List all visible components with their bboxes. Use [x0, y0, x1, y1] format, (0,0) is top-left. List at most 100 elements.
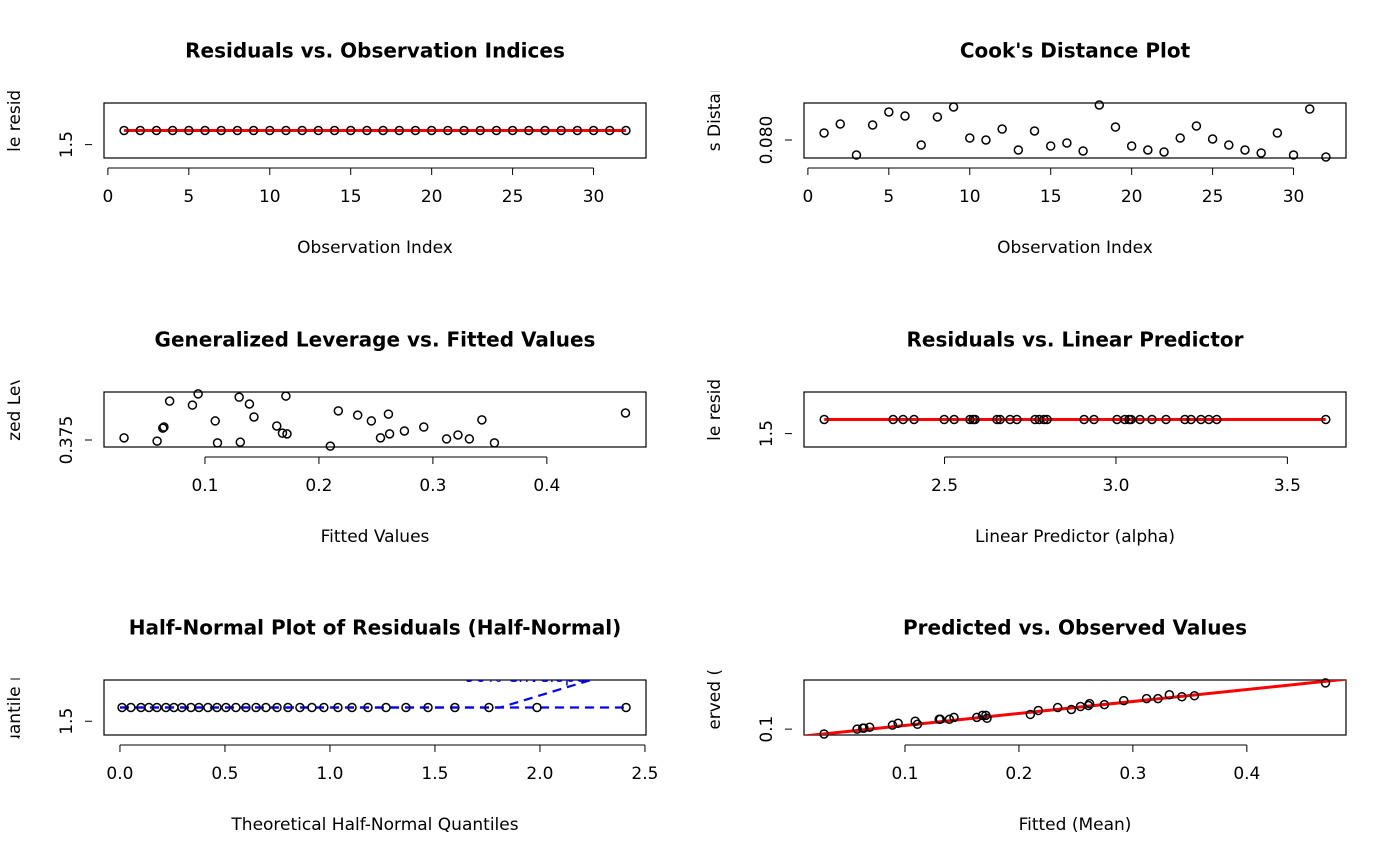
point	[588, 125, 599, 136]
point	[1320, 678, 1331, 688]
x-tick-label: 0.0	[106, 764, 133, 784]
point	[375, 433, 386, 443]
point	[210, 416, 220, 426]
panel-title: Predicted vs. Observed Values	[903, 616, 1247, 640]
point	[1256, 148, 1266, 158]
point	[888, 414, 898, 425]
point	[1012, 414, 1022, 425]
point	[216, 125, 226, 136]
x-tick-label: 30	[583, 187, 605, 207]
point	[932, 112, 943, 122]
point	[1033, 705, 1044, 716]
point	[819, 414, 829, 425]
x-axis-label: Fitted Values	[321, 527, 430, 547]
point	[965, 133, 975, 143]
panel: Predicted vs. Observed Values Fitted (Mea…	[705, 616, 1347, 835]
point	[152, 702, 162, 713]
point	[620, 408, 631, 418]
point	[426, 125, 437, 136]
x-tick-label: 0.3	[1119, 764, 1146, 784]
panel: Cook's Distance Plot Observation Index Coo…	[705, 39, 1347, 258]
point	[1042, 414, 1052, 425]
x-axis-label: Observation Index	[997, 238, 1153, 258]
x-tick-label: 10	[959, 187, 981, 207]
x-tick-label: 15	[1040, 187, 1062, 207]
point	[119, 433, 129, 443]
point	[117, 702, 127, 713]
point	[484, 702, 494, 713]
point	[325, 441, 336, 451]
panel-title: Cook's Distance Plot	[960, 39, 1191, 63]
point	[1039, 414, 1049, 425]
point	[997, 124, 1007, 134]
panel-title: Residuals vs. Linear Predictor	[906, 328, 1243, 352]
point	[265, 125, 275, 136]
point	[1212, 414, 1222, 425]
x-tick-label: 20	[1121, 187, 1143, 207]
point	[1175, 133, 1185, 143]
point	[524, 125, 534, 136]
point	[459, 125, 469, 136]
y-axis-label: Observed (y)	[705, 652, 725, 763]
point	[1186, 414, 1196, 425]
point	[556, 125, 566, 136]
point	[194, 702, 204, 713]
panel-title: Generalized Leverage vs. Fitted Values	[155, 328, 596, 352]
point	[1126, 141, 1137, 151]
point	[1094, 100, 1105, 110]
point	[244, 399, 255, 409]
point	[1089, 414, 1099, 425]
point	[852, 724, 862, 734]
y-axis-label: Generalized Leverage	[5, 326, 25, 512]
point	[203, 702, 213, 713]
point	[232, 125, 243, 136]
point	[277, 428, 288, 438]
y-axis-label: quantile residuals	[5, 55, 25, 206]
point	[1025, 709, 1036, 720]
point	[621, 125, 631, 136]
point	[345, 125, 356, 136]
point	[423, 702, 433, 713]
point	[450, 702, 460, 713]
x-tick-label: 0	[102, 187, 113, 207]
point	[272, 702, 282, 713]
point	[900, 111, 910, 121]
point	[851, 150, 862, 160]
point	[1135, 414, 1145, 425]
point	[366, 416, 377, 426]
x-tick-label: 0.4	[1233, 764, 1260, 784]
point	[221, 702, 231, 713]
x-tick-label: 0.3	[419, 476, 446, 496]
point	[1119, 695, 1129, 706]
panel-title: Half-Normal Plot of Residuals (Half-Norm…	[129, 616, 621, 640]
point	[212, 438, 223, 448]
point	[261, 702, 271, 713]
x-tick-label: 30	[1283, 187, 1305, 207]
point	[1321, 152, 1331, 162]
plot-box	[803, 391, 1347, 448]
point	[1084, 698, 1095, 709]
x-tick-label: 2.5	[631, 764, 658, 784]
line	[119, 680, 595, 709]
point	[158, 423, 168, 433]
point	[912, 719, 923, 730]
panel: Generalized Leverage vs. Fitted Values Fi…	[5, 326, 647, 547]
point	[898, 414, 908, 425]
point	[1304, 104, 1315, 114]
point	[152, 436, 162, 446]
point	[475, 125, 485, 136]
point	[1147, 414, 1157, 425]
point	[992, 414, 1002, 425]
x-tick-label: 2.5	[931, 476, 958, 496]
x-tick-label: 0.2	[1005, 764, 1032, 784]
point	[234, 392, 244, 402]
point	[982, 713, 992, 724]
point	[884, 107, 894, 117]
point	[507, 125, 518, 136]
point	[1062, 138, 1072, 148]
point	[949, 712, 959, 723]
y-axis-label: Ordered |quantile residuals|	[5, 599, 25, 836]
point	[604, 125, 615, 136]
point	[1013, 145, 1024, 155]
